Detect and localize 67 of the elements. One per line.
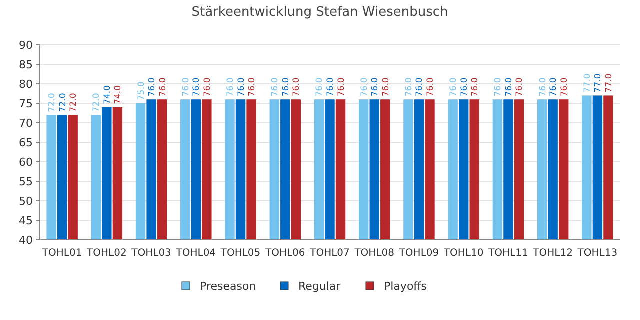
y-tick-label: 85 bbox=[19, 58, 33, 72]
x-tick-label: TOHL13 bbox=[576, 248, 618, 259]
data-label: 76.0 bbox=[515, 78, 526, 97]
legend-label: Preseason bbox=[200, 280, 256, 293]
data-label: 76.0 bbox=[538, 78, 548, 97]
x-tick-label: TOHL10 bbox=[442, 248, 484, 259]
x-tick-label: TOHL06 bbox=[264, 248, 306, 259]
data-label: 76.0 bbox=[449, 78, 460, 97]
data-label: 77.0 bbox=[594, 74, 604, 93]
data-label: 76.0 bbox=[148, 78, 158, 97]
x-tick-label: TOHL05 bbox=[220, 248, 261, 259]
legend-label: Playoffs bbox=[384, 280, 428, 293]
data-label: 72.0 bbox=[58, 93, 68, 112]
data-label: 76.0 bbox=[360, 78, 370, 97]
legend-label: Regular bbox=[298, 280, 342, 293]
data-label: 76.0 bbox=[226, 78, 236, 97]
x-tick-label: TOHL11 bbox=[488, 248, 528, 259]
data-label: 76.0 bbox=[426, 78, 436, 97]
data-label: 76.0 bbox=[292, 78, 302, 97]
data-label: 76.0 bbox=[202, 78, 213, 97]
y-tick-label: 65 bbox=[19, 136, 33, 150]
y-tick-label: 45 bbox=[19, 214, 33, 228]
data-label: 77.0 bbox=[604, 74, 614, 93]
data-label: 76.0 bbox=[460, 78, 470, 97]
y-tick-label: 70 bbox=[19, 116, 33, 130]
data-label: 76.0 bbox=[549, 78, 560, 97]
data-label: 75.0 bbox=[136, 82, 147, 100]
data-label: 76.0 bbox=[326, 78, 336, 97]
data-label: 76.0 bbox=[270, 78, 281, 97]
y-tick-label: 60 bbox=[19, 156, 33, 169]
y-tick-label: 50 bbox=[19, 194, 33, 208]
y-tick-label: 75 bbox=[19, 97, 33, 110]
x-tick-label: TOHL07 bbox=[309, 248, 350, 259]
x-tick-label: TOHL03 bbox=[130, 248, 172, 259]
data-label: 76.0 bbox=[315, 78, 326, 97]
x-tick-label: TOHL02 bbox=[86, 248, 127, 259]
data-label: 76.0 bbox=[494, 78, 504, 97]
x-tick-label: TOHL01 bbox=[41, 248, 82, 259]
data-label: 76.0 bbox=[560, 78, 570, 97]
data-label: 77.0 bbox=[582, 74, 593, 93]
x-tick-label: TOHL12 bbox=[532, 248, 573, 259]
data-label: 76.0 bbox=[404, 78, 414, 97]
data-label: 76.0 bbox=[181, 78, 192, 97]
data-label: 76.0 bbox=[281, 78, 292, 97]
data-label: 72.0 bbox=[48, 93, 58, 112]
y-tick-label: 55 bbox=[19, 175, 33, 188]
x-tick-label: TOHL08 bbox=[354, 248, 395, 259]
y-tick-label: 40 bbox=[19, 234, 33, 247]
data-label: 76.0 bbox=[158, 78, 168, 97]
data-label: 76.0 bbox=[248, 78, 258, 97]
data-label: 76.0 bbox=[236, 78, 247, 97]
data-label: 76.0 bbox=[504, 78, 514, 97]
data-label: 76.0 bbox=[192, 78, 202, 97]
chart-title: Stärkeentwicklung Stefan Wiesenbusch bbox=[192, 5, 448, 20]
data-label: 74.0 bbox=[114, 85, 124, 104]
data-label: 76.0 bbox=[470, 78, 481, 97]
data-label: 76.0 bbox=[415, 78, 426, 97]
data-label: 76.0 bbox=[336, 78, 347, 97]
y-tick-label: 80 bbox=[19, 78, 33, 91]
data-label: 76.0 bbox=[381, 78, 392, 97]
data-label: 74.0 bbox=[102, 85, 113, 104]
y-tick-label: 90 bbox=[19, 38, 33, 52]
data-label: 76.0 bbox=[370, 78, 381, 97]
data-label: 72.0 bbox=[69, 93, 80, 112]
x-tick-label: TOHL09 bbox=[398, 248, 440, 259]
x-tick-label: TOHL04 bbox=[175, 248, 216, 259]
data-label: 72.0 bbox=[92, 93, 102, 112]
